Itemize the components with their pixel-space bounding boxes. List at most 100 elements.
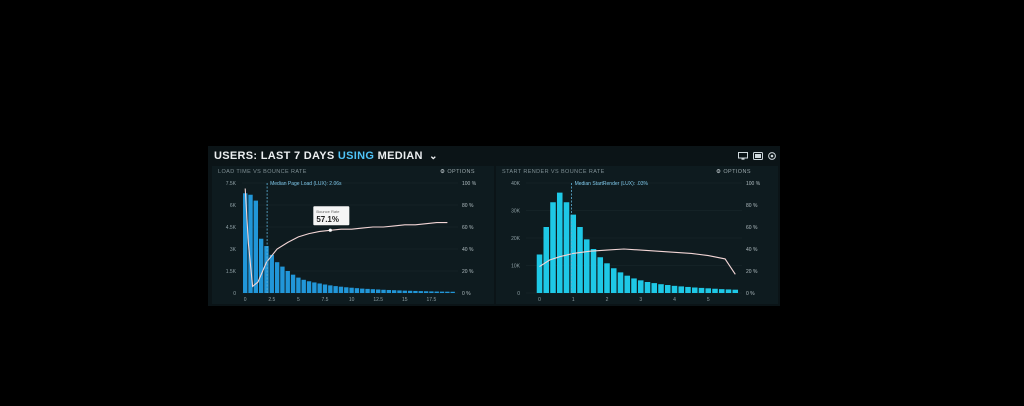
mobile-icon[interactable] [767,152,777,160]
histogram-bar [429,291,434,293]
tooltip-box [313,206,350,226]
x-tick-label: 2.5 [268,297,275,303]
tooltip-label: Bounce Rate [316,209,340,214]
histogram-bar [413,290,418,293]
histogram-bar [637,280,644,293]
options-label: OPTIONS [723,169,751,175]
gear-icon: ⚙ [440,169,446,175]
histogram-bar [391,290,397,293]
histogram-bar [536,254,543,293]
histogram-bar [333,286,338,293]
x-tick-label: 7.5 [322,297,329,303]
histogram-bar [664,285,671,293]
y-tick-label: 6K [230,203,237,209]
load-time-chart: 0 1.5K 3K 4.5K 6K 7.5K 0 % 20 % 40 % 60 % 80 % 100 … [226,181,477,303]
histogram-bar [583,239,590,293]
title-metric[interactable]: MEDIAN [377,150,423,162]
histogram-bar [338,286,344,293]
histogram-bar [732,289,739,293]
histogram-bar [631,278,637,293]
histogram-bar [556,192,563,293]
histogram-bar [450,291,455,293]
histogram-bar [243,193,248,293]
x-tick-label: 4 [673,297,676,303]
y-tick-label: 30K [511,209,521,215]
y-tick-label: 4.5K [226,225,237,231]
histogram-bar [651,283,658,293]
y2-tick-label: 40 % [746,247,758,253]
panel-title: LOAD TIME VS BOUNCE RATE [218,169,307,175]
histogram-bar [344,287,349,293]
histogram-bar [644,282,651,293]
tablet-icon[interactable] [753,152,763,160]
histogram-bar [712,288,718,293]
page-title[interactable]: USERS: LAST 7 DAYS USING MEDIAN ⌄ [214,150,438,162]
y-tick-label: 40K [511,181,521,187]
y-tick-label: 10K [511,264,521,270]
y2-tick-label: 80 % [462,203,474,209]
histogram-bar [590,249,597,293]
y2-tick-label: 20 % [462,269,474,275]
histogram-bar [439,291,445,293]
y-tick-label: 0 [517,291,520,297]
histogram-bar [274,262,280,293]
histogram-bar [290,274,296,293]
histogram-bar [296,277,301,293]
options-label: OPTIONS [447,169,475,175]
x-tick-label: 5 [707,297,710,303]
histogram-bar [354,288,360,293]
histogram-bar [543,227,550,293]
histogram-bar [678,286,685,293]
options-button[interactable]: ⚙ OPTIONS [440,169,475,175]
bounce-rate-line [539,248,736,275]
histogram-bar [322,284,328,293]
y2-tick-label: 40 % [462,247,474,253]
y2-tick-label: 60 % [746,225,758,231]
histogram-bar [705,288,712,293]
histogram-bar [407,290,413,293]
histogram-bar [317,283,322,293]
histogram-bar [280,266,285,293]
histogram-bar [402,290,407,293]
y2-tick-label: 100 % [462,181,477,187]
histogram-bar [328,285,333,293]
dashboard: USERS: LAST 7 DAYS USING MEDIAN ⌄ LOAD T… [208,146,780,306]
histogram-bar [691,287,698,293]
options-button[interactable]: ⚙ OPTIONS [716,169,751,175]
bounce-rate-line [244,188,448,288]
histogram-bar [365,288,370,293]
monitor-icon[interactable] [738,152,748,160]
x-tick-label: 12.5 [373,297,383,303]
x-tick-label: 3 [639,297,642,303]
x-tick-label: 0 [244,297,247,303]
histogram-bar [604,263,610,293]
histogram-bar [423,291,429,293]
tooltip-point [328,228,332,232]
histogram-bar [248,194,253,293]
y-tick-label: 20K [511,236,521,242]
histogram-bar [563,202,570,293]
y2-tick-label: 0 % [462,291,471,297]
y2-tick-label: 60 % [462,225,474,231]
histogram-bar [370,289,376,293]
histogram-bar [434,291,439,293]
title-period[interactable]: LAST 7 DAYS [260,150,335,162]
title-prefix: USERS: [214,150,258,162]
chevron-down-icon[interactable]: ⌄ [429,151,438,162]
histogram-bar [306,281,312,293]
histogram-bar [258,238,264,293]
histogram-bar [381,289,386,293]
x-tick-label: 1 [572,297,575,303]
histogram-bar [445,291,450,293]
histogram-bar [397,290,402,293]
histogram-bar [349,287,354,293]
histogram-bar [671,285,678,293]
histogram-bar [376,289,381,293]
tooltip-value: 57.1% [316,215,339,224]
histogram-bar [685,286,691,293]
panel-title: START RENDER VS BOUNCE RATE [502,169,605,175]
histogram-bar [658,284,664,293]
histogram-bar [617,272,624,293]
gear-icon: ⚙ [716,169,722,175]
median-label: Median Page Load (LUX): 2.06s [270,181,342,187]
